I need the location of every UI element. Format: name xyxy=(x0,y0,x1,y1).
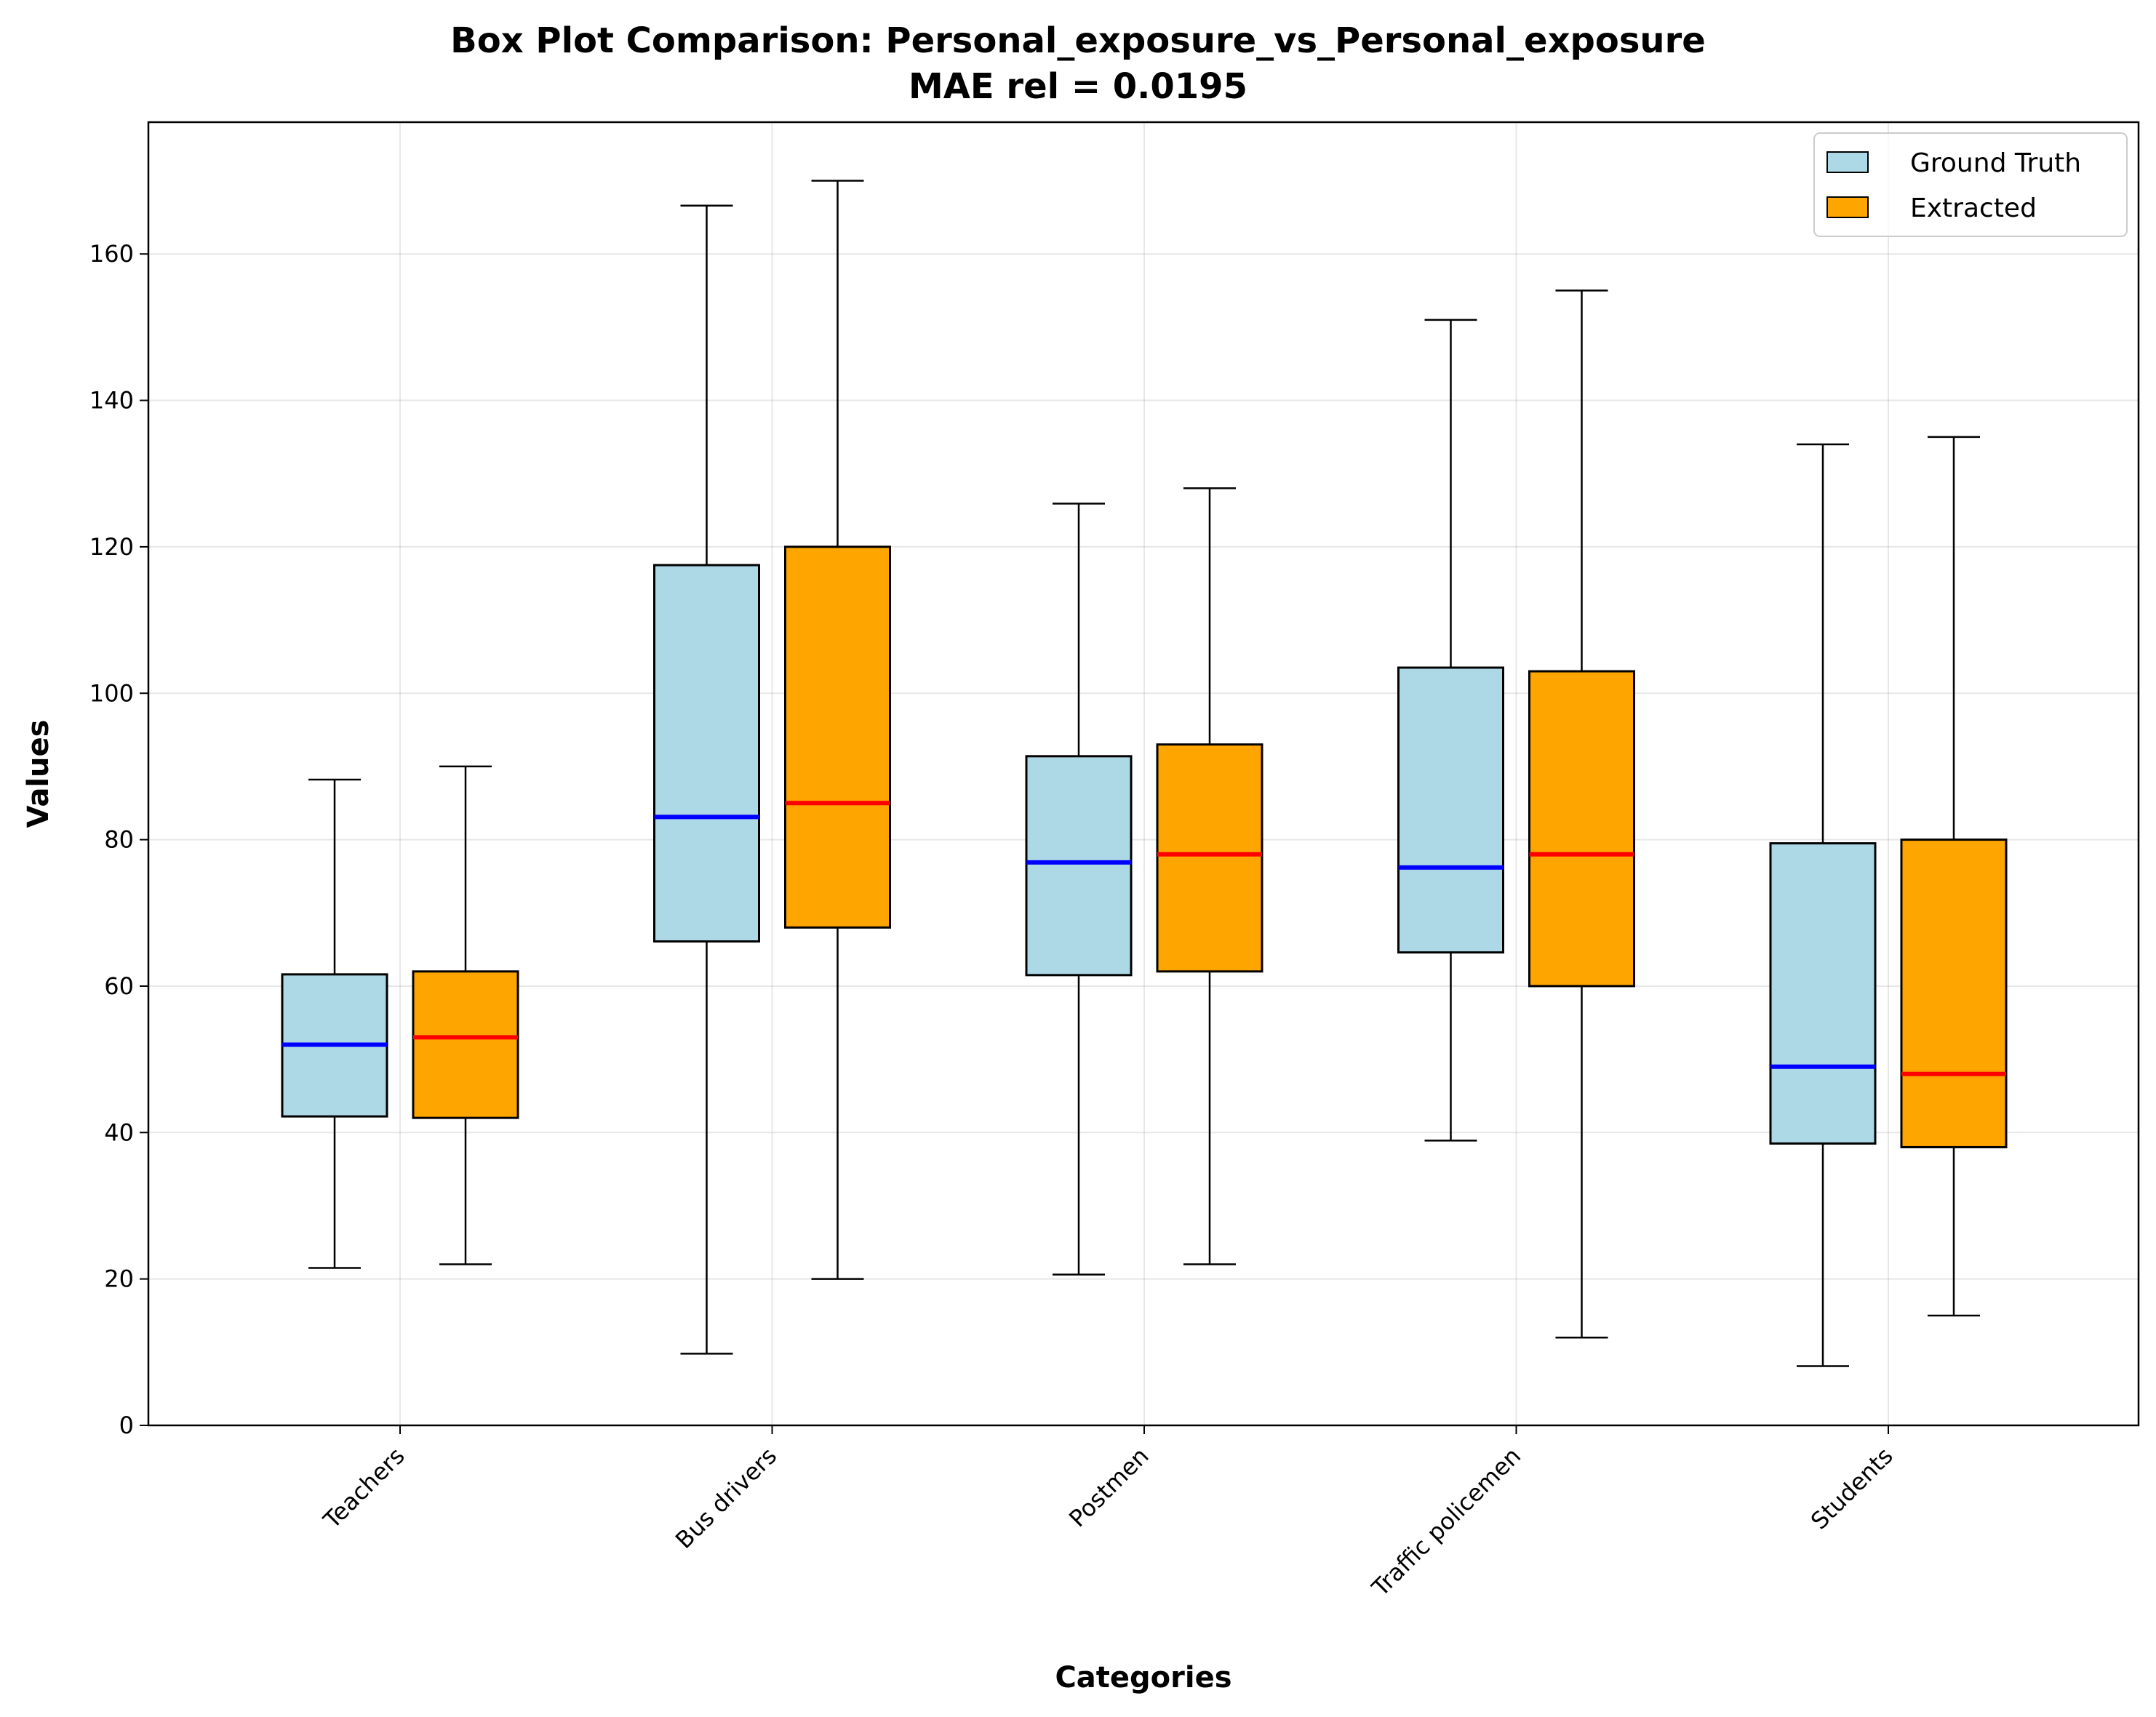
y-tick-label: 60 xyxy=(104,972,134,1000)
box-extracted xyxy=(412,765,519,1265)
x-tick-label: Bus drivers xyxy=(670,1442,782,1554)
box-ground-truth xyxy=(1769,443,1877,1367)
y-axis-label: Values xyxy=(22,720,55,828)
chart-title-line1: Box Plot Comparison: Personal_exposure_v… xyxy=(450,20,1706,61)
x-axis-ticks: Teachers Bus drivers Postmen Traffic police… xyxy=(318,1425,1899,1602)
x-tick-label: Traffic policemen xyxy=(1366,1442,1526,1602)
box-ground-truth xyxy=(1397,319,1504,1142)
y-axis-ticks: 0 20 40 60 80 100 120 140 160 xyxy=(89,240,148,1439)
grid-lines xyxy=(148,122,2139,1426)
legend-label-ground-truth: Ground Truth xyxy=(1910,148,2081,178)
legend: Ground Truth Extracted xyxy=(1813,132,2128,237)
box-iqr xyxy=(1025,755,1133,977)
box-iqr xyxy=(1769,842,1877,1145)
box-iqr xyxy=(1900,839,2008,1148)
box-iqr xyxy=(412,970,519,1119)
y-tick-label: 120 xyxy=(89,533,134,561)
y-tick-label: 20 xyxy=(104,1265,134,1293)
y-tick-label: 100 xyxy=(89,679,134,707)
box-iqr xyxy=(1528,670,1635,988)
y-tick-label: 160 xyxy=(89,240,134,268)
y-tick-label: 0 xyxy=(119,1412,134,1439)
box-extracted xyxy=(784,180,891,1280)
x-tick-label: Postmen xyxy=(1063,1442,1154,1533)
box-ground-truth xyxy=(653,204,760,1355)
box-iqr xyxy=(1397,666,1504,954)
box-extracted xyxy=(1900,436,2008,1317)
y-tick-label: 140 xyxy=(89,387,134,415)
y-tick-label: 80 xyxy=(104,826,134,854)
box-extracted xyxy=(1528,289,1635,1339)
box-ground-truth xyxy=(281,778,388,1269)
box-iqr xyxy=(1156,743,1263,973)
chart-title-line2: MAE rel = 0.0195 xyxy=(909,66,1247,107)
legend-label-extracted: Extracted xyxy=(1910,193,2037,223)
box-ground-truth xyxy=(1025,503,1133,1276)
box-extracted xyxy=(1156,487,1263,1265)
legend-frame xyxy=(1813,132,2128,237)
x-tick-label: Students xyxy=(1805,1442,1899,1535)
x-axis-label: Categories xyxy=(1055,1661,1231,1694)
legend-swatch-extracted xyxy=(1826,196,1869,218)
x-tick-label: Teachers xyxy=(318,1442,410,1534)
legend-swatch-ground-truth xyxy=(1826,151,1869,173)
boxes-layer xyxy=(281,180,2008,1367)
box-iqr xyxy=(653,564,760,943)
y-tick-label: 40 xyxy=(104,1118,134,1146)
box-iqr xyxy=(784,545,891,929)
